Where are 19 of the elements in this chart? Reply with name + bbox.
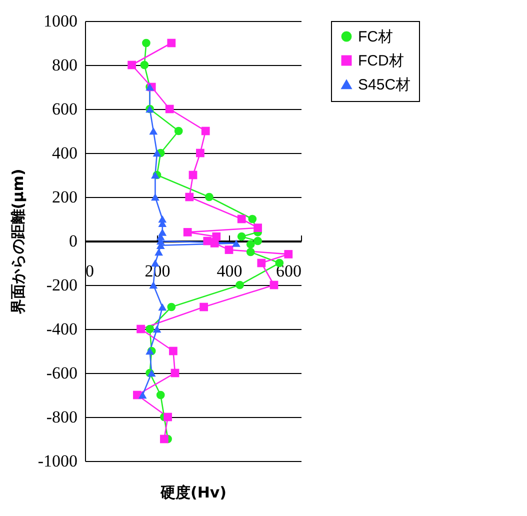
y-tick-label: -400 — [46, 320, 78, 338]
y-tick-label: 600 — [52, 100, 78, 118]
x-tick-label: 400 — [216, 262, 242, 280]
y-tick-label: -200 — [46, 276, 78, 294]
y-tick-label: 800 — [52, 56, 78, 74]
legend-label: FCD材 — [358, 52, 404, 70]
x-axis-title: 硬度(Hv) — [159, 484, 227, 502]
y-tick-label: 0 — [69, 232, 78, 250]
legend-label: S45C材 — [358, 76, 411, 94]
legend-label: FC材 — [358, 28, 393, 46]
y-tick-label: 400 — [52, 144, 78, 162]
x-tick-label: 0 — [86, 262, 94, 280]
y-tick-label: 1000 — [44, 12, 78, 30]
y-tick-label: -600 — [46, 364, 78, 382]
y-tick-label: -1000 — [38, 452, 78, 470]
y-axis-title: 界面からの距離(μm) — [8, 168, 27, 316]
y-tick-label: -800 — [46, 408, 78, 426]
x-tick-label: 600 — [276, 262, 302, 280]
y-tick-label: 200 — [52, 188, 78, 206]
